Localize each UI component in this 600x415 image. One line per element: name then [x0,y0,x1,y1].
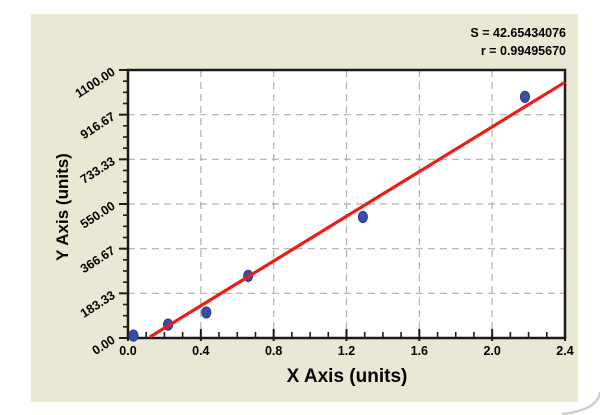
y-tick-label: 916.67 [78,109,118,142]
y-tick-label: 1100.00 [73,65,118,101]
plot-render-layer: 0.0 0.4 0.8 1.2 1.6 2.0 2.4 0.00 183.33 366.67 550… [73,65,574,358]
data-point [128,329,139,342]
y-tick-label: 183.33 [78,288,118,321]
x-tick-label: 0.8 [265,344,282,358]
x-tick-label: 1.2 [338,344,355,358]
y-tick-label: 0.00 [90,333,118,358]
page-curl-decoration [561,391,600,415]
x-tick-label: 2.0 [483,344,500,358]
stat-correlation: r = 0.99495670 [481,44,566,58]
x-tick-label: 0.4 [192,344,209,358]
data-point [357,210,368,224]
y-tick-label: 366.67 [78,243,118,276]
y-axis-title: Y Axis (units) [53,153,72,261]
data-point [519,90,531,103]
x-tick-label: 0.0 [119,344,136,358]
x-axis-title: X Axis (units) [287,366,408,387]
regression-line [149,80,566,339]
y-tick-label: 733.33 [78,154,118,187]
x-tick-label: 1.6 [411,344,428,358]
y-tick-label: 550.00 [78,199,118,232]
data-point [201,306,212,319]
stat-standard-error: S = 42.65434076 [470,26,566,40]
x-tick-label: 2.4 [556,344,573,358]
